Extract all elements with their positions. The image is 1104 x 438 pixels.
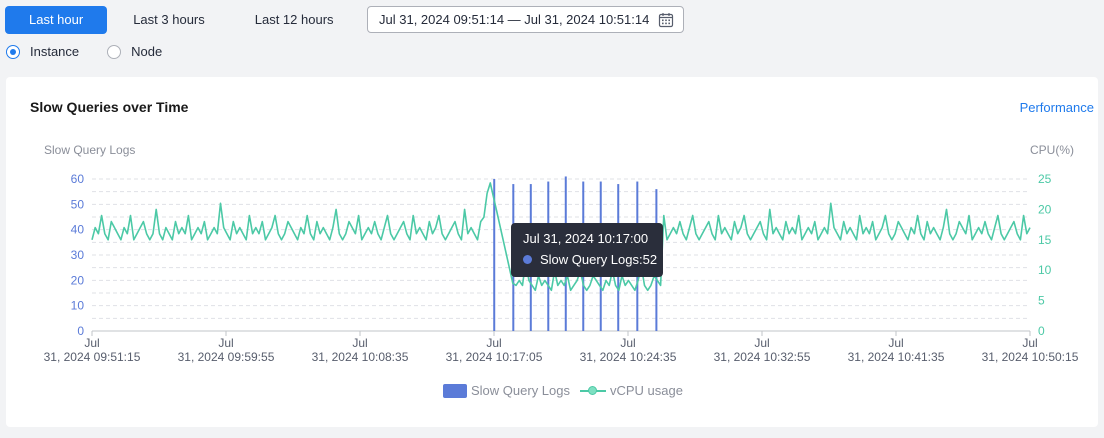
y-left-tick-label: 30 — [71, 248, 85, 262]
x-tick-label: Jul — [1022, 336, 1037, 350]
last-hour-button[interactable]: Last hour — [5, 6, 108, 34]
vcpu-usage-line — [91, 182, 1031, 292]
tooltip-series-value: Slow Query Logs:52 — [540, 252, 658, 267]
x-tick-label: Jul — [888, 336, 903, 350]
instance-radio-circle[interactable] — [6, 44, 20, 59]
y-left-tick-label: 50 — [71, 197, 85, 211]
card-title: Slow Queries over Time — [30, 99, 189, 115]
y-right-tick-label: 10 — [1038, 263, 1052, 277]
last-12-hours-button[interactable]: Last 12 hours — [254, 12, 334, 27]
x-tick-label: 31, 2024 10:24:35 — [580, 350, 677, 364]
scope-radio-group: Instance Node — [6, 44, 190, 59]
x-tick-label: Jul — [352, 336, 367, 350]
x-tick-label: 31, 2024 10:08:35 — [312, 350, 409, 364]
y-right-tick-label: 20 — [1038, 202, 1052, 216]
x-tick-label: 31, 2024 09:59:55 — [178, 350, 275, 364]
y-left-tick-label: 20 — [71, 273, 85, 287]
x-tick-label: 31, 2024 10:41:35 — [848, 350, 945, 364]
slow-query-bar — [493, 179, 496, 331]
x-tick-label: 31, 2024 10:32:55 — [714, 350, 811, 364]
x-tick-label: Jul — [218, 336, 233, 350]
y-left-tick-label: 40 — [71, 223, 85, 237]
x-tick-label: 31, 2024 10:17:05 — [446, 350, 543, 364]
chart-tooltip: Jul 31, 2024 10:17:00 Slow Query Logs:52 — [511, 223, 663, 277]
chart-legend: Slow Query Logs vCPU usage — [443, 383, 683, 398]
x-tick-label: 31, 2024 10:50:15 — [982, 350, 1079, 364]
tooltip-time: Jul 31, 2024 10:17:00 — [523, 231, 649, 246]
node-radio[interactable]: Node — [107, 44, 162, 59]
legend-line-label[interactable]: vCPU usage — [610, 383, 683, 398]
legend-bar-swatch[interactable] — [443, 383, 467, 398]
node-radio-circle[interactable] — [107, 44, 122, 59]
x-tick-label: Jul — [486, 336, 501, 350]
date-range-value: Jul 31, 2024 09:51:14 — Jul 31, 2024 10:… — [379, 12, 650, 27]
x-tick-label: 31, 2024 09:51:15 — [44, 350, 141, 364]
last-3-hours-button[interactable]: Last 3 hours — [133, 12, 205, 27]
legend-line-swatch[interactable] — [580, 384, 606, 398]
x-tick-label: Jul — [754, 336, 769, 350]
instance-radio[interactable]: Instance — [6, 44, 79, 59]
legend-bar-label[interactable]: Slow Query Logs — [471, 383, 570, 398]
x-tick-label: Jul — [620, 336, 635, 350]
tooltip-series-dot — [523, 255, 532, 264]
y-right-tick-label: 15 — [1038, 233, 1052, 247]
time-range-toolbar: Last hour Last 3 hours Last 12 hours — [5, 6, 360, 34]
calendar-icon[interactable] — [658, 12, 674, 28]
y-right-axis-title: CPU(%) — [1030, 143, 1074, 157]
y-right-tick-label: 25 — [1038, 172, 1052, 186]
y-left-tick-label: 0 — [77, 324, 84, 338]
instance-radio-label: Instance — [30, 44, 80, 59]
y-right-tick-label: 0 — [1038, 324, 1045, 338]
y-right-tick-label: 5 — [1038, 294, 1045, 308]
node-radio-label: Node — [131, 44, 163, 59]
slow-queries-card: Slow Queries over Time Performance Slow … — [6, 77, 1098, 427]
y-left-tick-label: 10 — [71, 299, 85, 313]
date-range-picker[interactable]: Jul 31, 2024 09:51:14 — Jul 31, 2024 10:… — [367, 6, 684, 33]
y-left-tick-label: 60 — [71, 172, 85, 186]
performance-link[interactable]: Performance — [1019, 100, 1094, 115]
y-left-axis-title: Slow Query Logs — [44, 143, 135, 157]
x-tick-label: Jul — [84, 336, 99, 350]
